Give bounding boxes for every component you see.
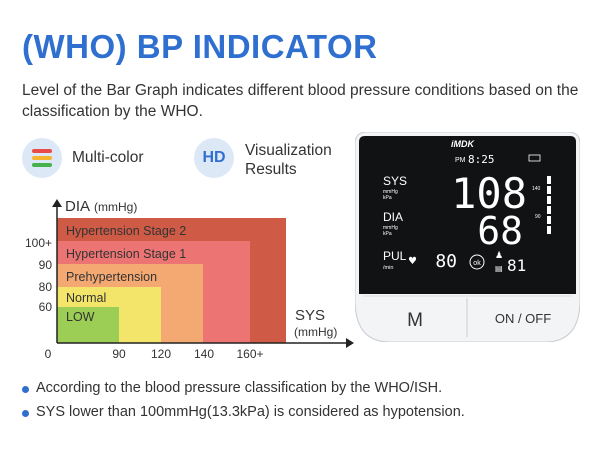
x-tick-0: 0	[45, 347, 52, 361]
scale-bar-4	[547, 206, 551, 214]
bullet-icon	[22, 386, 29, 393]
sys-unit-kpa: kPa	[383, 195, 392, 201]
scale-label-90: 90	[535, 214, 541, 220]
feature-label-multicolor: Multi-color	[72, 149, 144, 166]
y-axis-arrow	[52, 199, 62, 207]
y-axis-label: DIA	[65, 198, 90, 215]
power-button[interactable]: ON / OFF	[495, 311, 551, 326]
y-tick-80: 80	[39, 280, 53, 294]
x-axis-label: SYS	[295, 307, 325, 324]
feature-label-visualization: Visualization Results	[245, 141, 332, 179]
x-tick-160: 160+	[236, 347, 263, 361]
x-tick-90: 90	[112, 347, 126, 361]
pul-value: 80	[435, 251, 457, 272]
memory-icon: ▤	[495, 264, 503, 273]
time-am-pm: PM	[455, 157, 466, 164]
battery-icon	[528, 154, 541, 162]
scale-bar-5	[547, 216, 551, 224]
sys-label: SYS	[383, 174, 407, 188]
scale-bar-1	[547, 176, 551, 184]
x-tick-120: 120	[151, 347, 171, 361]
user-icon: ♟	[495, 251, 503, 261]
note-item: SYS lower than 100mmHg(13.3kPa) is consi…	[22, 404, 465, 420]
heart-icon: ♥	[408, 256, 417, 267]
pul-label: PUL	[383, 249, 407, 263]
pul-unit: /min	[383, 265, 393, 271]
dia-value: 68	[477, 209, 523, 253]
scale-bar-2	[547, 186, 551, 194]
scale-label-140: 140	[532, 186, 541, 192]
y-tick-60: 60	[39, 300, 53, 314]
page-description: Level of the Bar Graph indicates differe…	[22, 82, 579, 120]
y-tick-100: 100+	[25, 236, 52, 250]
y-axis-unit: (mmHg)	[94, 200, 137, 214]
memory-value: 81	[507, 256, 526, 275]
level-label-stage1: Hypertension Stage 1	[66, 247, 186, 261]
dia-unit-kpa: kPa	[383, 231, 392, 237]
x-axis-unit: (mmHg)	[294, 325, 337, 339]
feature-label-visualization-line2: Results	[245, 161, 297, 178]
x-tick-140: 140	[194, 347, 214, 361]
time-display: 8:25	[468, 153, 495, 166]
level-label-low: LOW	[66, 310, 95, 324]
level-label-prehypertension: Prehypertension	[66, 270, 157, 284]
multicolor-bars-icon	[22, 138, 62, 178]
level-label-normal: Normal	[66, 291, 106, 305]
blood-pressure-monitor: M ON / OFF iMDK PM 8:25 SYS mmHg kPa 108…	[355, 132, 580, 342]
hd-icon: HD	[194, 138, 234, 178]
note-item: According to the blood pressure classifi…	[22, 380, 465, 396]
feature-label-visualization-line1: Visualization	[245, 142, 332, 159]
notes-list: According to the blood pressure classifi…	[22, 380, 465, 428]
note-text: SYS lower than 100mmHg(13.3kPa) is consi…	[36, 404, 465, 420]
dia-label: DIA	[383, 210, 403, 224]
sys-value: 108	[451, 169, 527, 218]
bullet-icon	[22, 410, 29, 417]
brand-logo: iMDK	[451, 139, 475, 149]
x-axis-arrow	[346, 338, 354, 348]
level-label-stage2: Hypertension Stage 2	[66, 224, 186, 238]
dia-unit-mmhg: mmHg	[383, 225, 398, 231]
scale-bar-6	[547, 226, 551, 234]
ok-icon	[469, 254, 485, 270]
page-title: (WHO) BP INDICATOR	[22, 28, 378, 65]
y-tick-90: 90	[39, 258, 53, 272]
scale-bar-3	[547, 196, 551, 204]
level-rect-low	[57, 307, 119, 343]
note-text: According to the blood pressure classifi…	[36, 380, 443, 396]
m-button[interactable]: M	[407, 310, 423, 331]
hd-icon-text: HD	[202, 149, 226, 166]
sys-unit-mmhg: mmHg	[383, 189, 398, 195]
ok-label: ok	[473, 260, 481, 267]
